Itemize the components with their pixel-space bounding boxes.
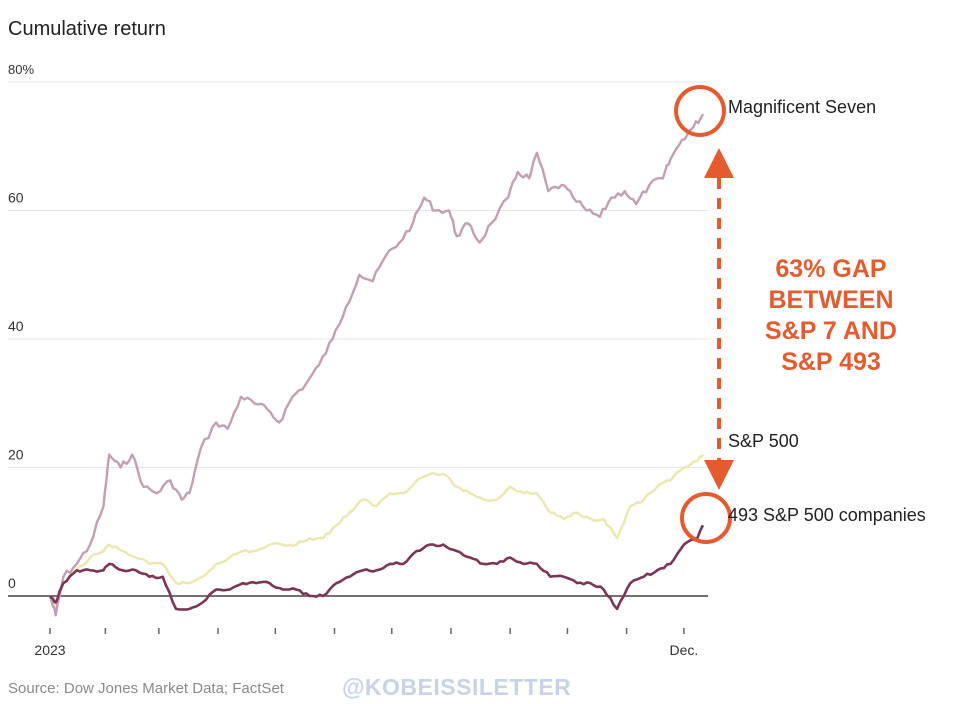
gap-annotation-line: BETWEEN bbox=[768, 286, 894, 314]
series-line-sp493 bbox=[48, 524, 705, 611]
y-tick-label: 60 bbox=[8, 190, 24, 206]
y-tick-label: 20 bbox=[8, 447, 24, 463]
series-label-sp500: S&P 500 bbox=[728, 431, 799, 451]
mag7-highlight-circle bbox=[674, 85, 726, 137]
x-tick-label: 2023 bbox=[34, 642, 65, 658]
chart-title: Cumulative return bbox=[8, 18, 166, 40]
watermark: @KOBEISSILETTER bbox=[342, 674, 572, 700]
gap-arrow-down bbox=[704, 460, 734, 490]
gap-annotation-line: 63% GAP bbox=[775, 255, 887, 283]
gap-annotation-line: S&P 493 bbox=[781, 348, 881, 376]
series-label-sp493: 493 S&P 500 companies bbox=[728, 505, 926, 525]
y-tick-label: 80% bbox=[8, 62, 34, 77]
gap-arrow-up bbox=[704, 148, 734, 178]
y-tick-label: 0 bbox=[8, 575, 16, 591]
gap-annotation-line: S&P 7 AND bbox=[765, 317, 897, 345]
source-note: Source: Dow Jones Market Data; FactSet bbox=[8, 680, 284, 697]
gap-annotation: 63% GAP BETWEEN S&P 7 AND S&P 493 bbox=[746, 254, 916, 378]
series-line-mag7 bbox=[48, 113, 705, 617]
x-tick-label: Dec. bbox=[670, 642, 699, 658]
y-tick-label: 40 bbox=[8, 318, 24, 334]
sp493-highlight-circle bbox=[680, 492, 732, 544]
series-line-sp500 bbox=[49, 453, 705, 611]
series-label-mag7: Magnificent Seven bbox=[728, 97, 877, 117]
